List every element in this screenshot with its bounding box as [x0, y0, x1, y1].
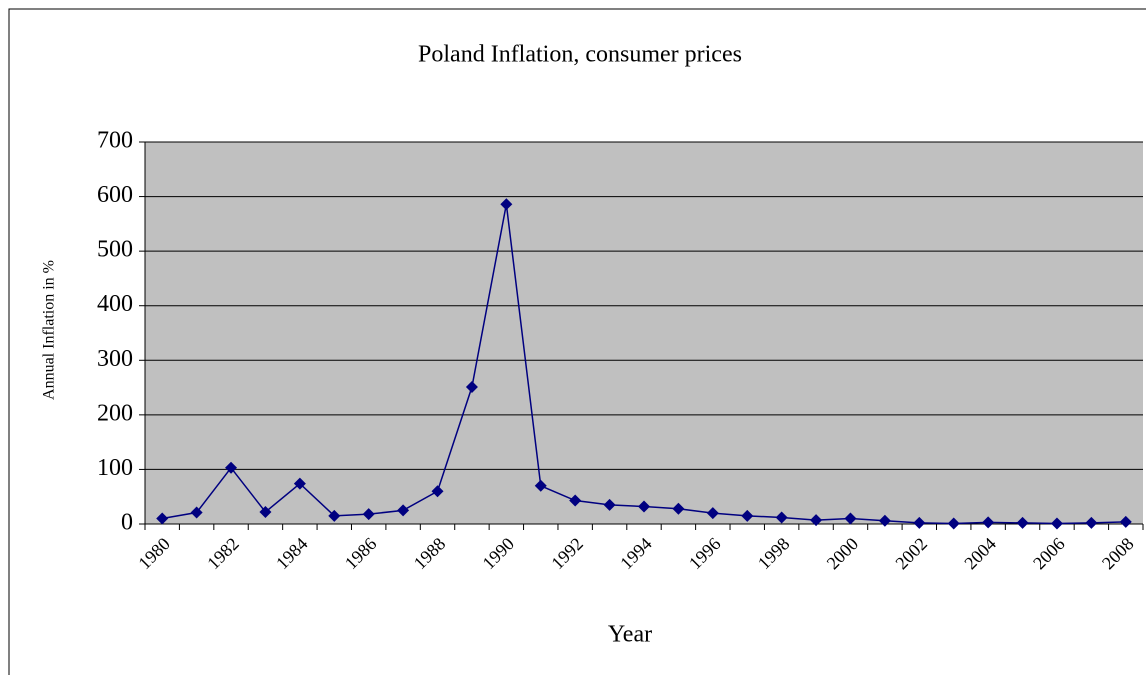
x-axis-label: Year	[608, 622, 652, 648]
y-tick-label: 700	[97, 128, 133, 154]
chart-title: Poland Inflation, consumer prices	[418, 42, 742, 68]
data-point	[672, 502, 685, 515]
data-point	[982, 516, 995, 529]
data-point	[741, 509, 754, 522]
data-point	[1050, 517, 1063, 530]
y-tick-label: 100	[97, 455, 133, 481]
data-point	[431, 485, 444, 498]
plot-area	[145, 142, 1143, 524]
data-point	[844, 512, 857, 525]
data-point	[878, 514, 891, 527]
data-point	[706, 507, 719, 520]
data-point	[293, 477, 306, 490]
data-point	[603, 498, 616, 511]
data-point	[259, 505, 272, 518]
data-point	[190, 506, 203, 519]
y-tick-label: 200	[97, 400, 133, 426]
data-point	[1119, 515, 1132, 528]
y-tick-label: 500	[97, 237, 133, 263]
data-point	[569, 494, 582, 507]
data-point	[534, 479, 547, 492]
data-point	[810, 514, 823, 527]
data-point	[913, 516, 926, 529]
y-tick-label: 0	[121, 510, 133, 536]
y-tick-label: 600	[97, 182, 133, 208]
data-point	[225, 461, 238, 474]
y-axis-label: Annual Inflation in %	[41, 260, 58, 400]
data-point	[1085, 516, 1098, 529]
y-tick-label: 300	[97, 346, 133, 372]
data-point	[775, 511, 788, 524]
data-point	[328, 509, 341, 522]
data-point	[465, 381, 478, 394]
data-point	[638, 500, 650, 513]
y-tick-label: 400	[97, 291, 133, 317]
data-point	[500, 198, 513, 211]
data-point	[362, 508, 375, 521]
data-point	[156, 512, 169, 525]
data-point	[1016, 516, 1029, 529]
data-point	[947, 517, 960, 530]
data-point	[397, 504, 410, 517]
